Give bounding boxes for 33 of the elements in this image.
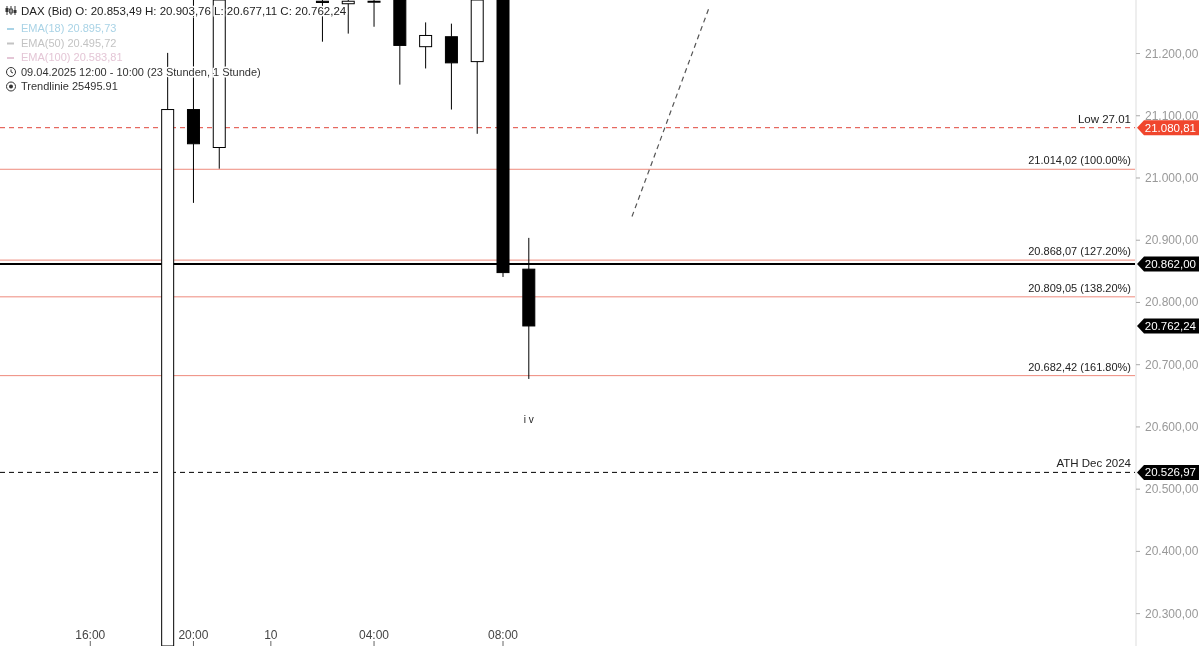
y-tick-label: 20.600,00 — [1145, 419, 1199, 434]
annotation: EMA(100) 20.583,81 — [21, 51, 123, 63]
annotation: Low 27.01 — [1077, 112, 1131, 125]
x-tick-label: 04:00 — [359, 628, 390, 642]
y-tick-label: 20.700,00 — [1145, 357, 1199, 372]
ref-line-label: 20.868,07 (127.20%) — [1028, 245, 1131, 258]
y-tick-label: 20.800,00 — [1145, 295, 1199, 310]
y-tick-label: 20.300,00 — [1145, 606, 1199, 621]
annotation: i v — [523, 413, 534, 425]
text: 20.762,24 — [1144, 319, 1197, 332]
ref-line-label: 21.014,02 (100.00%) — [1028, 154, 1131, 167]
annotation: EMA(18) 20.895,73 — [21, 22, 117, 34]
y-tick-label: 20.500,00 — [1145, 482, 1199, 497]
ref-line-label: 20.682,42 (161.80%) — [1028, 360, 1131, 373]
ref-line-label: 20.526,97 — [1144, 466, 1196, 479]
ref-line-label: 20.809,05 (138.20%) — [1028, 281, 1131, 294]
line-series — [631, 6, 710, 218]
y-tick-label: 20.400,00 — [1145, 544, 1199, 559]
ref-line-label: 20.862,00 — [1144, 257, 1196, 270]
y-tick-label: 21.200,00 — [1145, 46, 1199, 61]
x-tick-label: 20:00 — [178, 628, 209, 642]
x-tick-label: 08:00 — [488, 628, 519, 642]
x-tick-label: 16:00 — [75, 628, 106, 642]
annotation: Trendlinie 25495.91 — [21, 80, 118, 92]
y-tick-label: 21.000,00 — [1145, 170, 1199, 185]
annotation: EMA(50) 20.495,72 — [21, 36, 117, 49]
ref-line-label: 21.080,81 — [1144, 121, 1196, 134]
y-tick-label: 21.100,00 — [1145, 108, 1199, 123]
x-tick-label: 10 — [264, 628, 278, 642]
candlestick — [419, 21, 433, 69]
candlestick — [444, 23, 458, 111]
y-tick-label: 20.900,00 — [1145, 233, 1199, 248]
annotation: ATH Dec 2024 — [1056, 457, 1132, 470]
